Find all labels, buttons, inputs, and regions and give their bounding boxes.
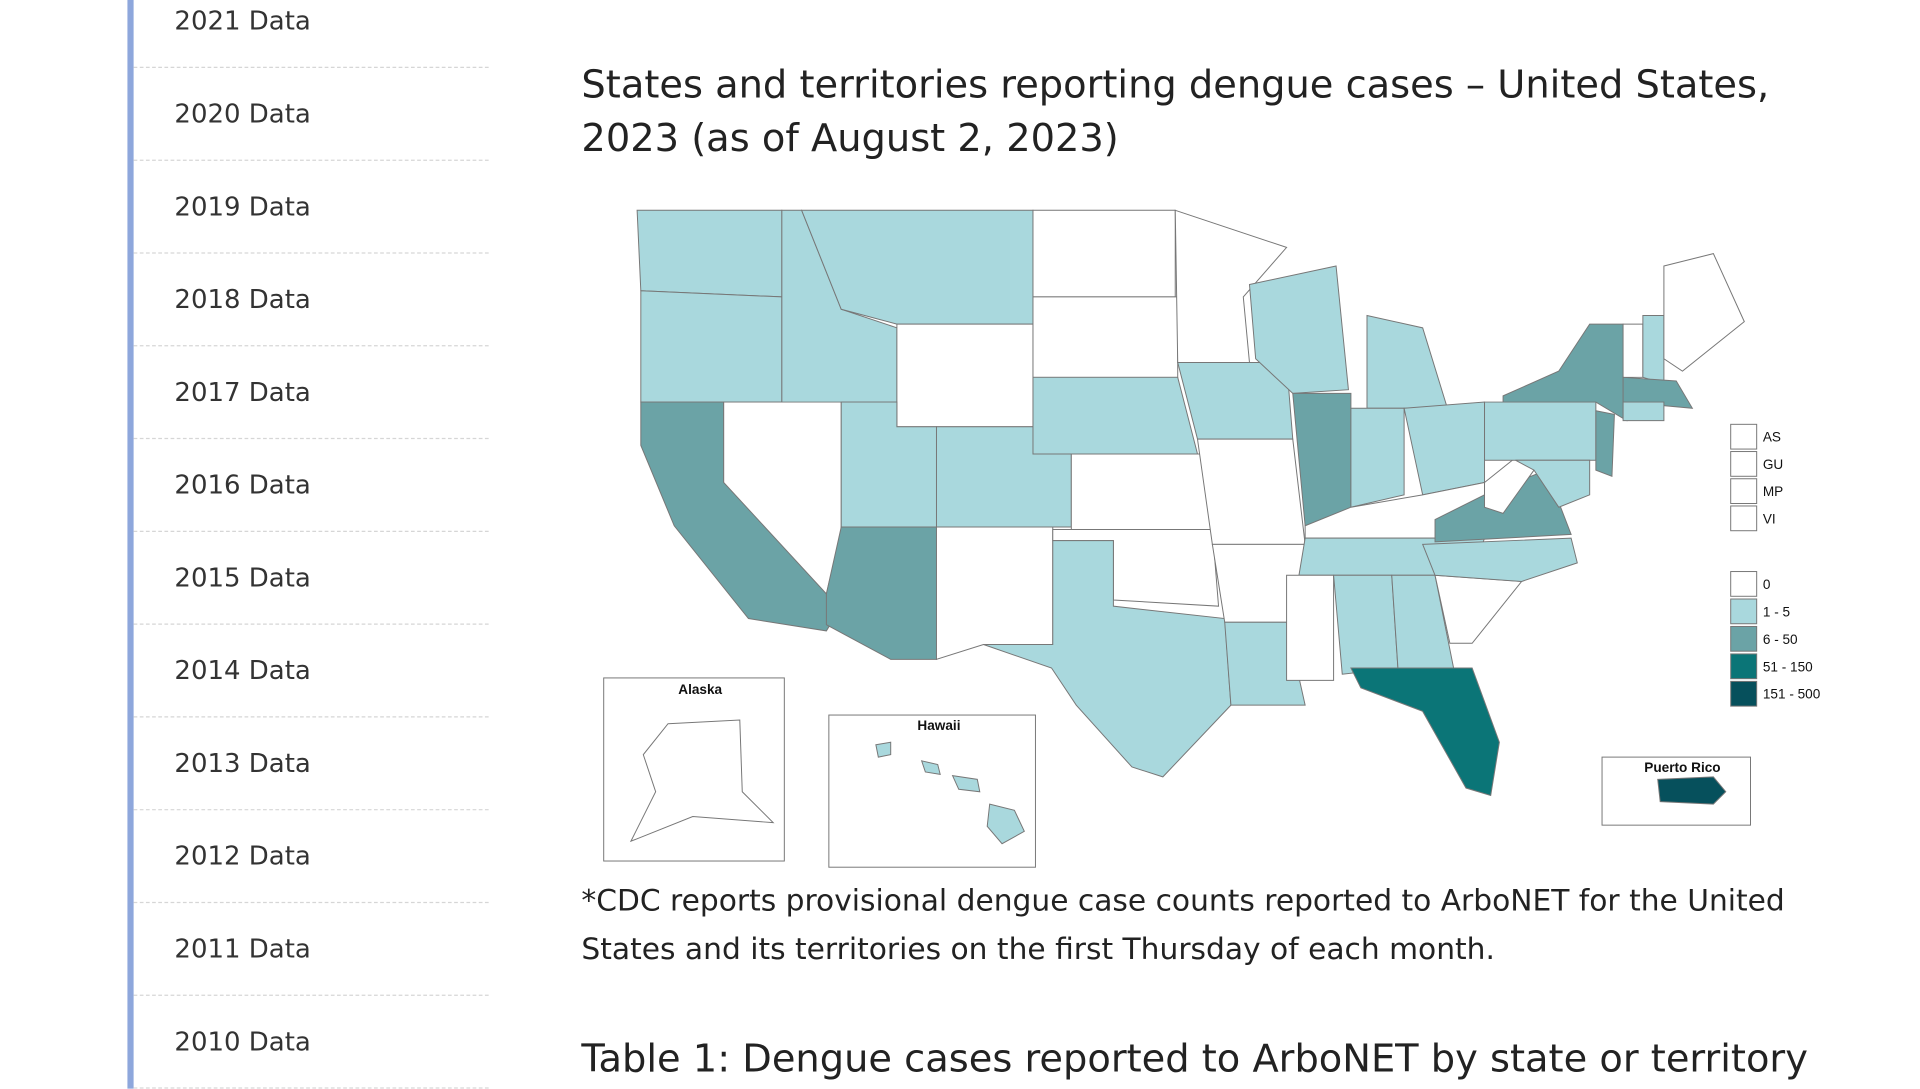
state	[1174, 209, 1288, 363]
state	[1032, 296, 1179, 378]
legend-swatch	[1730, 598, 1758, 625]
legend-label: 151 - 500	[1763, 687, 1821, 702]
state	[1515, 459, 1591, 508]
sidebar-link[interactable]: 2011 Data	[133, 903, 489, 996]
sidebar-link[interactable]: 2018 Data	[133, 254, 489, 347]
legend-swatch	[1730, 653, 1758, 680]
sidebar-link-text[interactable]: 2014 Data	[174, 655, 311, 686]
states	[636, 209, 1745, 797]
state	[1622, 376, 1694, 409]
territory-label: VI	[1763, 511, 1776, 526]
state	[1224, 621, 1306, 706]
state	[636, 209, 783, 298]
sidebar-link-text[interactable]: 2017 Data	[174, 377, 311, 408]
sidebar-link[interactable]: 2014 Data	[133, 625, 489, 718]
sidebar-link[interactable]: 2021 Data	[133, 0, 489, 69]
state	[920, 760, 941, 776]
state	[1642, 314, 1665, 385]
territory-legend: AS GU MP VI	[1730, 423, 1783, 532]
state	[1622, 401, 1665, 422]
inset-label: Alaska	[678, 682, 722, 697]
territory-label: MP	[1763, 484, 1783, 499]
sidebar-link-text[interactable]: 2013 Data	[174, 748, 311, 779]
sidebar-link[interactable]: 2016 Data	[133, 439, 489, 532]
state	[1292, 392, 1352, 527]
sidebar-link[interactable]: 2013 Data	[133, 718, 489, 811]
sidebar-link-text[interactable]: 2018 Data	[174, 284, 311, 315]
legend-label: 51 - 150	[1763, 659, 1813, 674]
sidebar-rail	[127, 0, 134, 1089]
state	[1595, 410, 1615, 477]
sidebar-link[interactable]: 2015 Data	[133, 532, 489, 625]
sidebar-link-text[interactable]: 2016 Data	[174, 470, 311, 500]
sidebar-link-text[interactable]: 2020 Data	[174, 98, 311, 129]
state	[1070, 453, 1213, 530]
puerto-rico-inset	[1601, 756, 1751, 826]
hawaii-inset	[828, 714, 1036, 868]
state	[1403, 401, 1486, 496]
state	[1032, 209, 1176, 298]
state	[1484, 457, 1535, 514]
sidebar-link-text[interactable]: 2011 Data	[174, 934, 311, 964]
territory-box	[1730, 451, 1758, 477]
state	[1286, 574, 1335, 681]
sidebar-link[interactable]: 2017 Data	[133, 346, 489, 440]
state	[1032, 376, 1199, 455]
sidebar-link-text[interactable]: 2021 Data	[174, 6, 311, 36]
state	[875, 741, 892, 758]
state	[986, 803, 1025, 845]
territory-box	[1730, 505, 1758, 532]
legend-swatch	[1730, 680, 1758, 707]
legend-label: 0	[1763, 577, 1771, 592]
legend-label: 1 - 5	[1763, 604, 1790, 619]
sidebar-link[interactable]: 2012 Data	[133, 810, 489, 904]
state	[1484, 401, 1597, 461]
territory-label: GU	[1763, 457, 1783, 472]
inset-label: Hawaii	[917, 718, 960, 733]
state	[825, 526, 937, 660]
state	[896, 323, 1034, 428]
state	[1350, 407, 1405, 508]
territory-box	[1730, 478, 1758, 504]
sidebar-link[interactable]: 2010 Data	[133, 996, 489, 1089]
state	[1248, 265, 1349, 394]
state	[1333, 574, 1399, 675]
table-heading: Table 1: Dengue cases reported to ArboNE…	[581, 1036, 1808, 1082]
sidebar-link[interactable]: 2020 Data	[133, 68, 489, 161]
dengue-map: Alaska Hawaii Puerto Rico AS GU MP VI 0 1 - …	[603, 209, 1821, 868]
state	[640, 290, 783, 403]
state	[983, 540, 1232, 778]
alaska-inset	[603, 677, 785, 862]
legend-swatch	[1730, 571, 1758, 597]
state	[1421, 537, 1578, 582]
state	[1196, 438, 1306, 545]
map-legend: 0 1 - 5 6 - 50 51 - 150 151 - 500	[1730, 571, 1821, 707]
state	[1663, 253, 1745, 372]
legend-swatch	[1730, 625, 1758, 652]
inset-label: Puerto Rico	[1644, 760, 1720, 775]
state	[1434, 574, 1523, 644]
state	[1366, 314, 1449, 409]
sidebar-link-text[interactable]: 2015 Data	[174, 562, 311, 593]
state	[1622, 323, 1644, 378]
sidebar-link-text[interactable]: 2010 Data	[174, 1026, 311, 1057]
territory-box	[1730, 423, 1758, 450]
state	[951, 775, 981, 793]
territory	[1657, 776, 1727, 805]
state	[1350, 667, 1500, 797]
sidebar-link-text[interactable]: 2019 Data	[174, 191, 311, 222]
state	[629, 719, 775, 843]
map-title: States and territories reporting dengue …	[581, 63, 1770, 161]
state	[935, 526, 1054, 661]
footnote: *CDC reports provisional dengue case cou…	[581, 883, 1785, 967]
sidebar-link[interactable]: 2019 Data	[133, 161, 489, 254]
legend-label: 6 - 50	[1763, 632, 1798, 647]
territory-label: AS	[1763, 430, 1781, 445]
sidebar-link-text[interactable]: 2012 Data	[174, 841, 311, 871]
